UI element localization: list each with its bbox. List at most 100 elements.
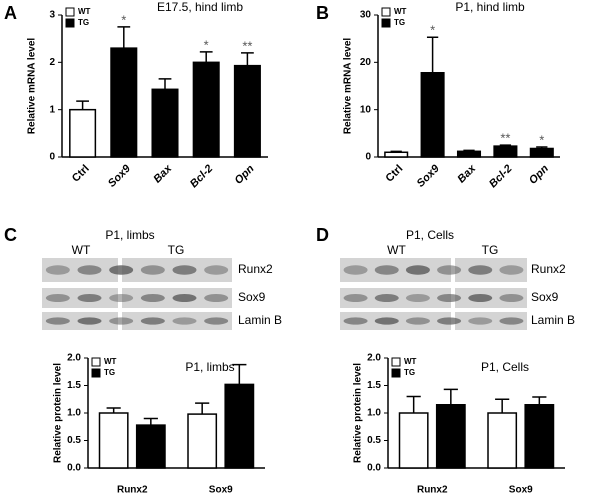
y-tick-label: 0.5 (367, 435, 381, 446)
significance: * (121, 12, 126, 27)
x-tick-label: Opn (233, 162, 257, 186)
blot-title: P1, Cells (406, 228, 454, 242)
bar (487, 412, 518, 469)
error-bar (495, 398, 510, 413)
blot-band (204, 294, 229, 302)
y-tick-label: 20 (360, 57, 372, 68)
legend-swatch (65, 18, 75, 28)
bar (529, 147, 554, 158)
error-bar (390, 150, 402, 153)
legend-swatch (91, 368, 101, 378)
error-bar (463, 149, 475, 152)
blot-row-label: Sox9 (238, 290, 266, 304)
legend-label: WT (78, 7, 91, 16)
chart-title: P1, Cells (481, 360, 529, 374)
blot-band (437, 294, 462, 302)
panel-label: A (4, 3, 17, 23)
y-tick-label: 2 (49, 57, 55, 68)
error-bar (106, 407, 121, 413)
error-bar (195, 402, 210, 415)
y-tick-label: 0.0 (67, 463, 81, 474)
x-tick-label: Bax (151, 162, 174, 185)
x-tick-label: Bcl-2 (487, 163, 515, 191)
x-tick-label: Sox9 (415, 162, 443, 190)
error-bar (406, 395, 421, 413)
y-tick-label: 0.0 (367, 463, 381, 474)
chart-title: E17.5, hind limb (157, 0, 243, 14)
blot-row-label: Runx2 (531, 262, 566, 276)
blot-group-label: TG (168, 243, 185, 257)
legend-label: TG (404, 368, 415, 377)
y-tick-label: 1.0 (367, 408, 381, 419)
blot-band (172, 265, 197, 275)
bar (435, 404, 466, 469)
error-bar (499, 144, 512, 147)
blot-group-label: WT (72, 243, 91, 257)
blot-band (172, 294, 197, 302)
bar (151, 88, 179, 158)
y-tick-label: 0 (49, 152, 55, 163)
y-axis-label: Relative protein level (53, 363, 64, 463)
blot-title: P1, limbs (105, 228, 154, 242)
x-tick-label: Ctrl (70, 163, 92, 185)
blot-band (45, 294, 70, 302)
blot-band (140, 317, 165, 325)
error-bar (76, 100, 89, 110)
bar (224, 383, 255, 469)
bar (192, 61, 220, 158)
legend-swatch (391, 368, 401, 378)
chart-title: P1, limbs (185, 360, 234, 374)
blot-band (204, 265, 229, 275)
blot-band (437, 317, 462, 325)
error-bar (143, 417, 158, 426)
blot-band (374, 317, 399, 325)
significance: ** (500, 131, 510, 146)
y-tick-label: 10 (360, 104, 372, 115)
blot-band (109, 294, 134, 302)
blot-band (77, 317, 102, 325)
blot-band (204, 317, 229, 325)
blot-band (405, 265, 430, 275)
x-tick-label: Runx2 (117, 485, 148, 496)
error-bar (158, 78, 172, 90)
legend-swatch (381, 7, 391, 17)
error-bar (232, 363, 247, 385)
bar (493, 145, 518, 158)
blot-band (499, 317, 524, 325)
blot-band (140, 265, 165, 275)
legend-label: WT (394, 7, 407, 16)
blot-band (109, 265, 134, 275)
panel-label: C (4, 225, 17, 245)
blot-band (405, 317, 430, 325)
x-tick-label: Runx2 (417, 485, 448, 496)
significance: * (204, 37, 209, 52)
significance: * (539, 132, 544, 147)
bar (456, 150, 482, 158)
legend-label: WT (104, 357, 117, 366)
blot-strip (455, 312, 527, 330)
error-bar (117, 26, 131, 49)
legend-swatch (65, 7, 75, 17)
blot-band (468, 265, 493, 275)
blot-group-label: TG (482, 243, 499, 257)
blot-band (374, 265, 399, 275)
blot-band (77, 294, 102, 302)
bar (420, 71, 445, 158)
blot-row-label: Lamin B (238, 313, 282, 327)
error-bar (536, 146, 548, 149)
blot-band (343, 294, 368, 302)
y-tick-label: 2.0 (367, 353, 381, 364)
bar (187, 413, 218, 469)
blot-band (343, 265, 368, 275)
legend-swatch (381, 18, 391, 28)
legend-label: TG (394, 18, 405, 27)
y-tick-label: 30 (360, 10, 372, 21)
y-tick-label: 1 (49, 104, 55, 115)
blot-band (499, 294, 524, 302)
x-tick-label: Ctrl (383, 163, 405, 185)
y-axis-label: Relative mRNA level (27, 38, 38, 135)
error-bar (426, 36, 439, 73)
bar (233, 64, 261, 158)
blot-strip (122, 312, 232, 330)
